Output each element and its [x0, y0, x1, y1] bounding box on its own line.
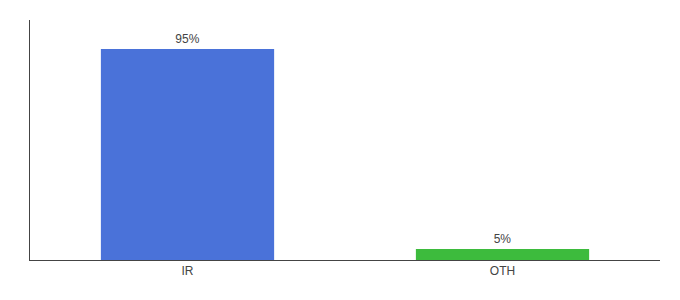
svg-text:95%: 95% [175, 32, 199, 46]
svg-text:IR: IR [182, 264, 194, 278]
svg-text:OTH: OTH [490, 264, 515, 278]
svg-text:5%: 5% [494, 232, 512, 246]
